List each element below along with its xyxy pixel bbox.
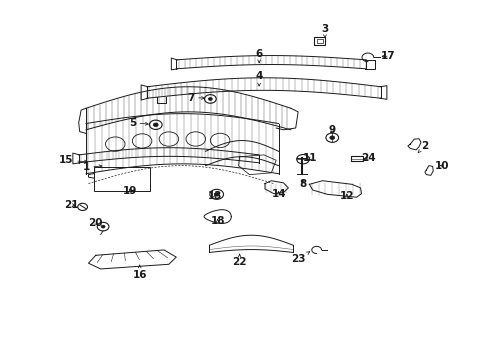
Circle shape <box>214 193 219 196</box>
Bar <box>350 156 363 161</box>
Text: 15: 15 <box>59 155 87 165</box>
Text: 14: 14 <box>271 189 285 199</box>
Circle shape <box>329 136 334 139</box>
Text: 6: 6 <box>255 49 262 63</box>
Text: 22: 22 <box>232 254 246 267</box>
Text: 17: 17 <box>380 51 395 61</box>
Text: 19: 19 <box>122 186 137 196</box>
Text: 20: 20 <box>88 218 103 228</box>
Text: 4: 4 <box>255 71 262 86</box>
Text: 23: 23 <box>290 252 309 264</box>
Text: 2: 2 <box>417 141 427 153</box>
Text: 3: 3 <box>321 24 328 37</box>
Text: 10: 10 <box>434 161 448 171</box>
Text: 24: 24 <box>361 153 375 163</box>
Bar <box>316 39 322 43</box>
Text: 21: 21 <box>64 200 79 210</box>
Circle shape <box>208 98 212 100</box>
Circle shape <box>153 123 158 127</box>
Text: 13: 13 <box>207 191 222 201</box>
Text: 16: 16 <box>132 265 146 280</box>
Text: 5: 5 <box>128 118 148 128</box>
Text: 9: 9 <box>328 125 335 135</box>
Text: 8: 8 <box>299 179 306 189</box>
Text: 11: 11 <box>303 153 317 163</box>
Text: 12: 12 <box>339 191 353 201</box>
Text: 18: 18 <box>210 216 224 226</box>
Circle shape <box>101 225 105 228</box>
Text: 7: 7 <box>187 93 204 103</box>
Bar <box>94 167 150 191</box>
Text: 1: 1 <box>82 162 102 172</box>
Bar <box>314 37 325 45</box>
